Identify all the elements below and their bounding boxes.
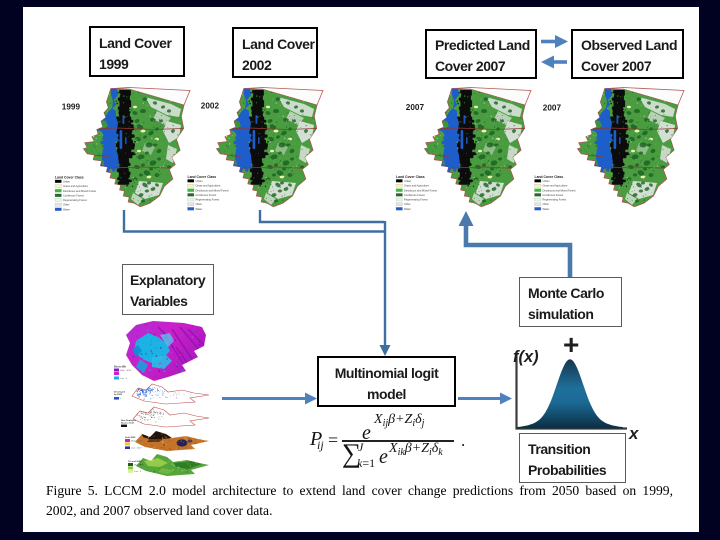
svg-text:Access Grid: Access Grid	[121, 422, 134, 425]
svg-text:Dist to Wtr: Dist to Wtr	[114, 366, 126, 369]
svg-text:2002: 2002	[201, 102, 220, 111]
svg-text:High : 3000: High : 3000	[120, 370, 132, 372]
svg-text:Until 2050: Until 2050	[125, 436, 136, 439]
svg-text:Low : 0: Low : 0	[120, 378, 128, 380]
svg-text:Low : 0: Low : 0	[134, 471, 142, 473]
svg-text:Low : 2007: Low : 2007	[131, 448, 142, 450]
svg-text:2007: 2007	[406, 103, 425, 112]
svg-text:Developed: Developed	[114, 392, 126, 394]
svg-text:High : 2050: High : 2050	[131, 440, 143, 442]
svg-text:1: 1	[120, 398, 122, 400]
svg-text:% Land 2050: % Land 2050	[128, 461, 142, 463]
svg-text:High : 100: High : 100	[134, 464, 145, 466]
svg-text:1999: 1999	[62, 103, 81, 112]
svg-text:New Deployed: New Deployed	[121, 420, 137, 422]
svg-text:by 2000: by 2000	[114, 394, 123, 396]
svg-text:2007: 2007	[543, 104, 562, 113]
